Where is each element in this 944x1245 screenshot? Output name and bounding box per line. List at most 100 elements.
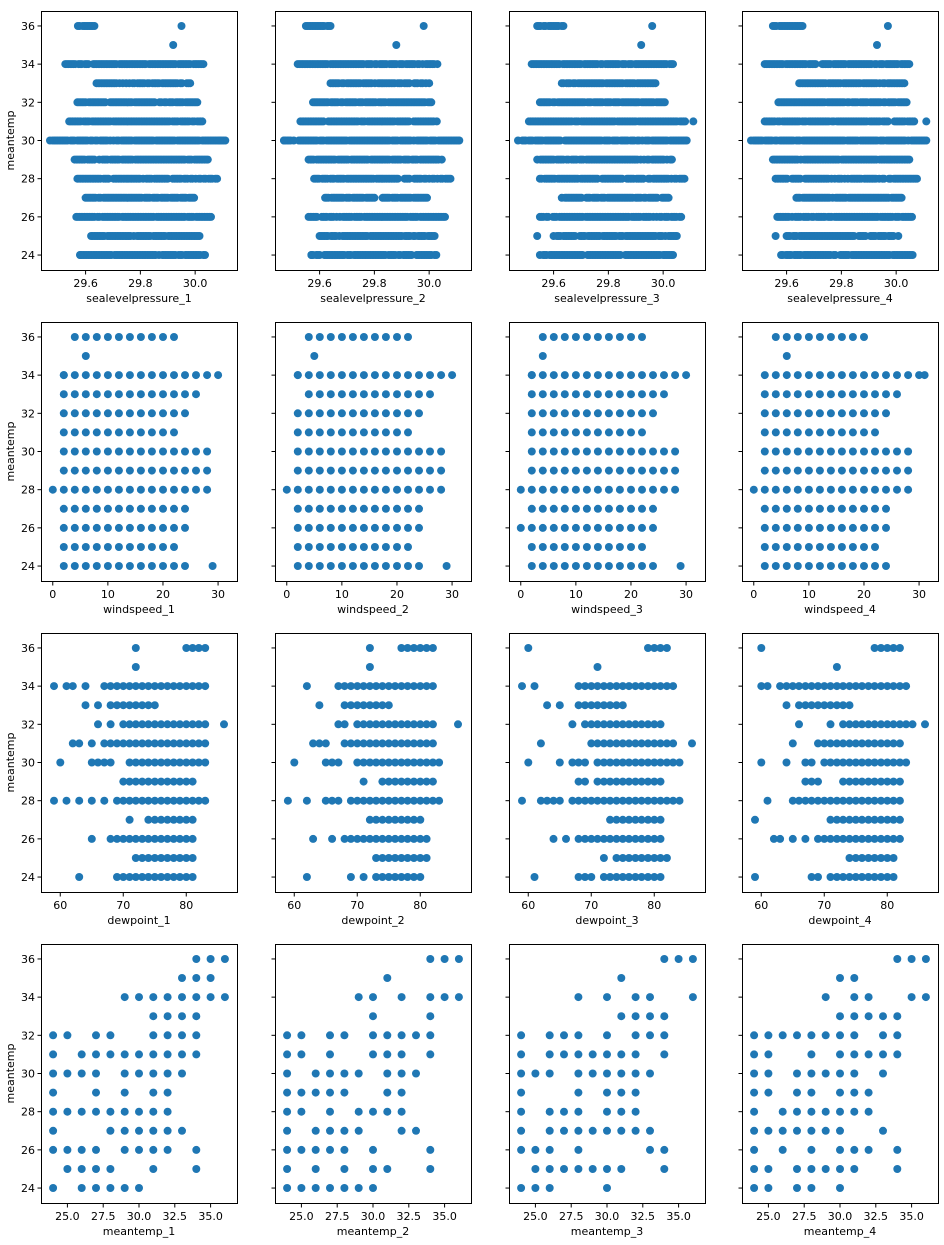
- scatter-point: [77, 1107, 86, 1116]
- scatter-point: [378, 739, 387, 748]
- scatter-point: [348, 371, 357, 380]
- scatter-point: [637, 739, 646, 748]
- scatter-point: [764, 1050, 773, 1059]
- scatter-point: [644, 739, 652, 748]
- scatter-point: [615, 485, 624, 494]
- scatter-point: [135, 1145, 143, 1154]
- scatter-point: [905, 60, 914, 69]
- scatter-point: [381, 390, 390, 399]
- scatter-point: [581, 701, 589, 710]
- scatter-point: [136, 504, 145, 513]
- scatter-point: [383, 974, 392, 982]
- scatter-point: [778, 1145, 787, 1154]
- scatter-point: [651, 79, 660, 88]
- scatter-point: [603, 993, 611, 1002]
- scatter-point: [604, 333, 613, 341]
- scatter-point: [404, 409, 412, 418]
- scatter-point: [106, 758, 115, 767]
- x-axis-label: meantemp_1: [103, 1225, 175, 1238]
- scatter-point: [422, 644, 431, 652]
- scatter-point: [157, 854, 166, 862]
- scatter-point: [150, 815, 159, 824]
- scatter-point: [771, 485, 780, 494]
- scatter-point: [604, 428, 613, 437]
- scatter-point: [860, 447, 868, 456]
- scatter-point: [760, 371, 769, 380]
- scatter-point: [70, 466, 79, 475]
- scatter-point: [114, 390, 123, 399]
- scatter-point: [593, 562, 602, 570]
- scatter-point: [182, 758, 191, 767]
- scatter-point: [70, 428, 79, 437]
- scatter-point: [81, 447, 90, 456]
- scatter-point: [782, 466, 791, 475]
- scatter-point: [63, 1165, 72, 1173]
- scatter-point: [454, 955, 463, 963]
- scatter-point: [59, 409, 68, 418]
- axes-frame: [275, 944, 472, 1204]
- scatter-point: [637, 796, 646, 805]
- scatter-point: [882, 371, 890, 380]
- scatter-point: [915, 371, 924, 380]
- scatter-point: [836, 1050, 844, 1059]
- scatter-point: [150, 720, 159, 729]
- scatter-point: [612, 834, 621, 843]
- y-tick-label: 24: [21, 1182, 35, 1195]
- scatter-point: [283, 1050, 292, 1059]
- scatter-point: [582, 333, 591, 341]
- scatter-point: [860, 390, 868, 399]
- scatter-point: [688, 993, 697, 1002]
- scatter-point: [895, 815, 904, 824]
- scatter-point: [311, 1184, 320, 1192]
- scatter-point: [895, 682, 904, 691]
- scatter-point: [397, 1069, 406, 1078]
- scatter-point: [826, 504, 835, 513]
- scatter-point: [372, 815, 381, 824]
- scatter-point: [606, 796, 615, 805]
- scatter-point: [889, 644, 898, 652]
- scatter-point: [337, 333, 346, 341]
- scatter-point: [282, 485, 291, 494]
- scatter-point: [637, 758, 646, 767]
- scatter-point: [625, 739, 633, 748]
- points: [282, 333, 457, 570]
- scatter-point: [845, 739, 854, 748]
- scatter-point: [637, 854, 646, 862]
- scatter-point: [59, 543, 68, 551]
- scatter-point: [618, 777, 627, 786]
- scatter-point: [125, 523, 134, 532]
- scatter-point: [764, 1088, 773, 1097]
- scatter-point: [170, 543, 178, 551]
- x-tick-label: 32.5: [631, 1210, 656, 1223]
- scatter-point: [369, 1050, 377, 1059]
- scatter-point: [144, 682, 153, 691]
- scatter-point: [627, 428, 635, 437]
- scatter-point: [625, 720, 633, 729]
- scatter-point: [688, 955, 697, 963]
- scatter-point: [893, 371, 901, 380]
- scatter-point: [378, 796, 387, 805]
- scatter-point: [826, 447, 835, 456]
- scatter-point: [125, 485, 134, 494]
- scatter-point: [182, 777, 191, 786]
- scatter-point: [593, 701, 602, 710]
- scatter-point: [136, 333, 145, 341]
- scatter-point: [836, 974, 844, 982]
- scatter-point: [419, 22, 428, 30]
- scatter-point: [304, 543, 313, 551]
- scatter-point: [46, 136, 54, 145]
- scatter-point: [807, 1145, 816, 1154]
- scatter-point: [125, 758, 134, 767]
- scatter-point: [393, 409, 401, 418]
- scatter-point: [307, 251, 316, 259]
- scatter-point: [194, 758, 203, 767]
- scatter-point: [92, 504, 101, 513]
- scatter-point: [194, 644, 203, 652]
- scatter-point: [517, 1031, 526, 1040]
- scatter-point: [660, 1031, 669, 1040]
- scatter-point: [159, 523, 167, 532]
- scatter-point: [549, 834, 558, 843]
- scatter-point: [175, 758, 184, 767]
- scatter-point: [593, 543, 602, 551]
